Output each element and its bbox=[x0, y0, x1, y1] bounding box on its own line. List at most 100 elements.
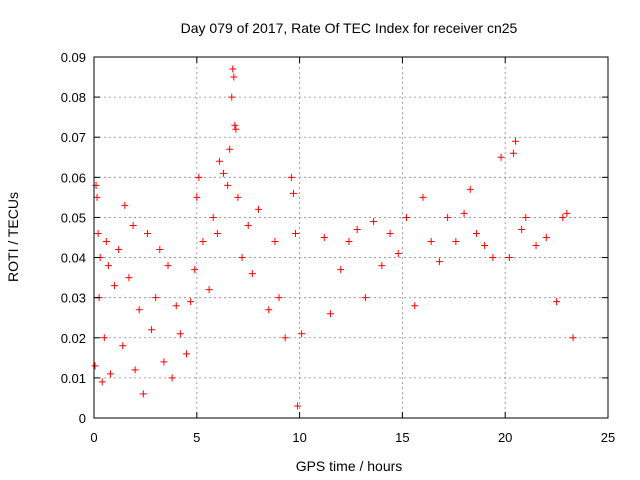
data-point bbox=[100, 334, 108, 342]
data-point bbox=[229, 65, 237, 73]
x-axis-label: GPS time / hours bbox=[296, 458, 403, 474]
grid-lines bbox=[94, 57, 608, 418]
data-point bbox=[298, 330, 306, 338]
data-point bbox=[129, 221, 137, 229]
data-point bbox=[125, 274, 133, 282]
data-point bbox=[460, 209, 468, 217]
data-point bbox=[353, 225, 361, 233]
data-point bbox=[403, 213, 411, 221]
x-tick-label: 25 bbox=[601, 430, 615, 445]
data-point bbox=[320, 234, 328, 241]
data-point bbox=[281, 334, 289, 342]
data-point bbox=[466, 185, 474, 193]
data-point bbox=[427, 238, 435, 246]
data-point bbox=[111, 282, 119, 290]
data-point bbox=[91, 362, 99, 370]
data-points bbox=[91, 65, 577, 410]
data-point bbox=[394, 250, 402, 258]
data-point bbox=[94, 229, 102, 237]
data-point bbox=[135, 306, 143, 314]
data-point bbox=[244, 221, 252, 229]
data-point bbox=[209, 213, 217, 221]
data-point bbox=[131, 366, 139, 374]
data-point bbox=[559, 213, 567, 221]
data-point bbox=[265, 306, 273, 314]
data-point bbox=[522, 213, 530, 221]
data-point bbox=[287, 173, 295, 181]
data-point bbox=[472, 229, 480, 237]
data-point bbox=[411, 302, 419, 310]
data-point bbox=[139, 390, 147, 398]
x-tick-label: 5 bbox=[193, 430, 200, 445]
x-tick-label: 10 bbox=[292, 430, 306, 445]
data-point bbox=[215, 157, 223, 165]
data-point bbox=[553, 298, 561, 306]
data-point bbox=[271, 238, 279, 246]
data-point bbox=[164, 262, 172, 270]
x-tick-label: 0 bbox=[90, 430, 97, 445]
y-tick-label: 0.05 bbox=[61, 210, 86, 225]
data-point bbox=[98, 378, 106, 386]
data-point bbox=[104, 262, 112, 270]
y-tick-label: 0.06 bbox=[61, 170, 86, 185]
y-tick-label: 0 bbox=[79, 411, 86, 426]
data-point bbox=[172, 302, 180, 310]
y-axis-label: ROTI / TECUs bbox=[5, 192, 21, 282]
data-point bbox=[419, 193, 427, 201]
data-point bbox=[231, 121, 239, 129]
data-point bbox=[248, 270, 256, 278]
axis-ticks bbox=[93, 56, 609, 419]
data-point bbox=[148, 326, 156, 334]
data-point bbox=[195, 173, 203, 181]
data-point bbox=[542, 234, 550, 241]
data-point bbox=[224, 181, 232, 189]
data-point bbox=[187, 298, 195, 306]
data-point bbox=[232, 125, 240, 133]
plot-frame bbox=[93, 56, 609, 419]
data-point bbox=[152, 294, 160, 302]
data-point bbox=[511, 137, 519, 145]
data-point bbox=[156, 246, 164, 254]
data-point bbox=[220, 169, 228, 177]
data-point bbox=[345, 238, 353, 246]
y-tick-label: 0.02 bbox=[61, 331, 86, 346]
data-point bbox=[435, 258, 443, 266]
data-point bbox=[168, 374, 176, 382]
data-point bbox=[199, 238, 207, 246]
data-point bbox=[275, 294, 283, 302]
x-tick-label: 20 bbox=[498, 430, 512, 445]
y-tick-label: 0.04 bbox=[61, 251, 86, 266]
data-point bbox=[489, 254, 497, 262]
y-tick-label: 0.03 bbox=[61, 291, 86, 306]
data-point bbox=[228, 93, 236, 101]
data-point bbox=[337, 266, 345, 274]
data-point bbox=[230, 73, 238, 81]
data-point bbox=[289, 189, 297, 197]
y-tick-label: 0.07 bbox=[61, 130, 86, 145]
x-tick-label: 15 bbox=[395, 430, 409, 445]
data-point bbox=[119, 342, 127, 350]
tick-labels: 0 0.01 0.02 0.03 0.04 0.05 0.06 0.07 0.08 0.09 0 5 1… bbox=[61, 50, 616, 445]
y-tick-label: 0.08 bbox=[61, 90, 86, 105]
data-point bbox=[518, 225, 526, 233]
data-point bbox=[226, 145, 234, 153]
data-point bbox=[205, 286, 213, 294]
data-point bbox=[176, 330, 184, 338]
data-point bbox=[532, 242, 540, 250]
data-point bbox=[481, 242, 489, 250]
data-point bbox=[563, 209, 571, 217]
data-point bbox=[93, 193, 101, 201]
chart-title: Day 079 of 2017, Rate Of TEC Index for r… bbox=[181, 20, 518, 36]
data-point bbox=[102, 238, 110, 246]
data-point bbox=[505, 254, 513, 262]
data-point bbox=[452, 238, 460, 246]
data-point bbox=[361, 294, 369, 302]
data-point bbox=[254, 205, 262, 213]
data-point bbox=[115, 246, 123, 254]
data-point bbox=[291, 229, 299, 237]
data-point bbox=[378, 262, 386, 270]
data-point bbox=[106, 370, 114, 378]
data-point bbox=[193, 193, 201, 201]
data-point bbox=[326, 310, 334, 318]
